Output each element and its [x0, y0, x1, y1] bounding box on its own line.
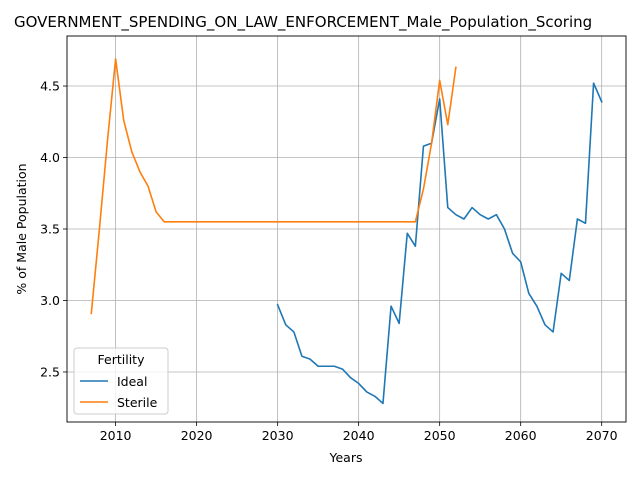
x-tick-label: 2030: [262, 428, 294, 443]
legend: Fertility Ideal Sterile: [73, 347, 169, 415]
y-tick-label: 2.5: [40, 364, 60, 379]
series-line-ideal: [276, 82, 603, 405]
legend-label-sterile: Sterile: [117, 395, 158, 410]
y-tick-label: 3.0: [40, 293, 60, 308]
series-line-sterile: [90, 58, 457, 315]
x-axis-ticks: 2010 2020 2030 2040 2050 2060 2070: [100, 422, 618, 443]
legend-label-ideal: Ideal: [117, 374, 147, 389]
y-tick-label: 4.0: [40, 150, 60, 165]
y-tick-label: 3.5: [40, 222, 60, 237]
legend-box: [73, 347, 169, 415]
series-lines: [90, 58, 603, 405]
x-tick-label: 2020: [181, 428, 213, 443]
chart-title: GOVERNMENT_SPENDING_ON_LAW_ENFORCEMENT_M…: [14, 13, 592, 32]
x-tick-label: 2010: [100, 428, 132, 443]
x-axis-label: Years: [329, 450, 363, 465]
legend-title: Fertility: [98, 352, 146, 367]
x-tick-label: 2070: [586, 428, 618, 443]
y-axis-label: % of Male Population: [14, 163, 29, 294]
x-tick-label: 2050: [424, 428, 456, 443]
y-tick-label: 4.5: [40, 79, 60, 94]
x-tick-label: 2040: [343, 428, 375, 443]
x-tick-label: 2060: [505, 428, 537, 443]
y-axis-ticks: 2.5 3.0 3.5 4.0 4.5: [40, 79, 67, 379]
